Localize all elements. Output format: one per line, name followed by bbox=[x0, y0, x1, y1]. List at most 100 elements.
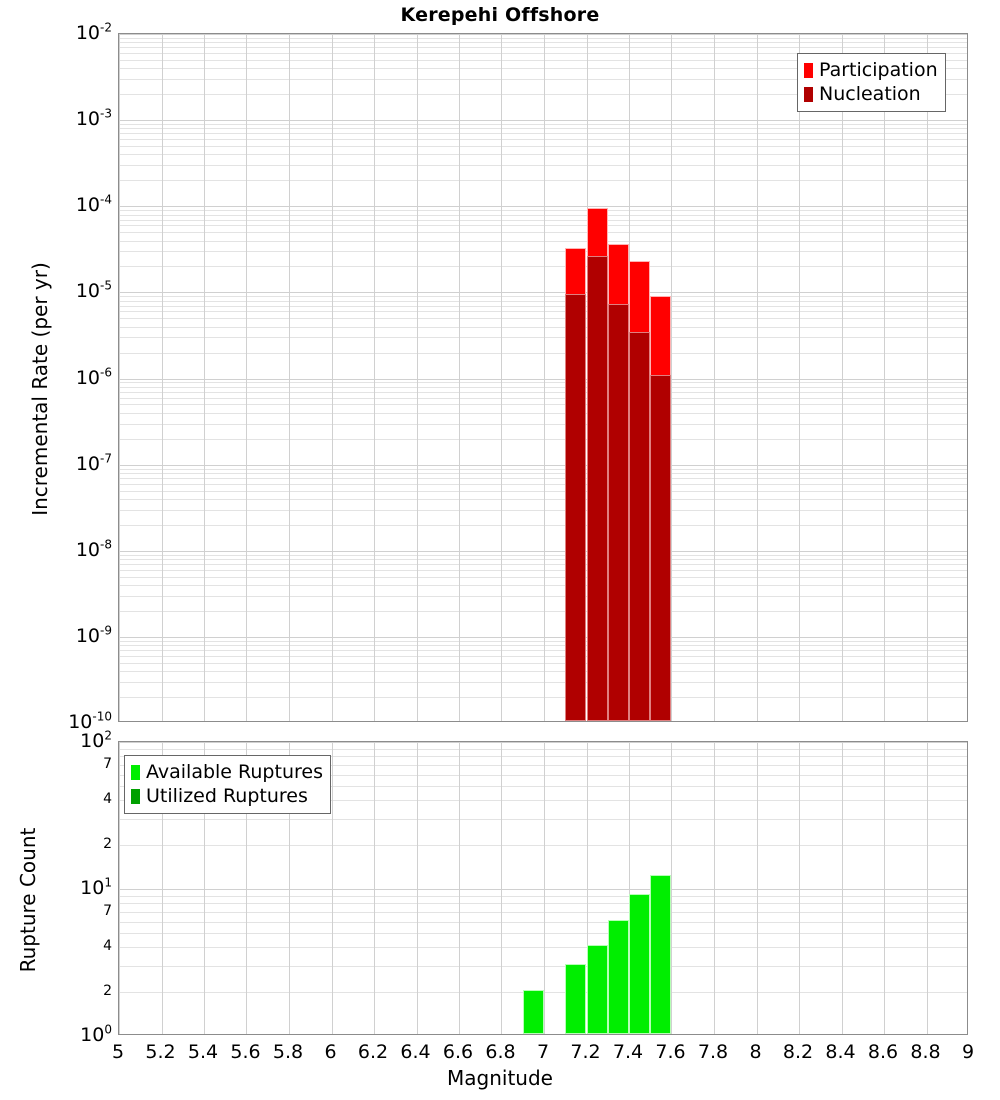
gridline-horizontal bbox=[119, 34, 967, 35]
gridline-vertical bbox=[587, 742, 588, 1034]
bar-available-ruptures bbox=[565, 964, 586, 1034]
legend-label-participation: Participation bbox=[819, 58, 938, 81]
gridline-horizontal bbox=[119, 551, 967, 552]
gridline-vertical bbox=[374, 742, 375, 1034]
gridline-vertical bbox=[757, 742, 758, 1034]
gridline-vertical bbox=[671, 34, 672, 721]
gridline-horizontal bbox=[119, 398, 967, 399]
y-tick-label: 100 bbox=[80, 1022, 112, 1046]
x-tick-label: 8.6 bbox=[867, 1041, 899, 1063]
participation-swatch-icon bbox=[804, 62, 813, 78]
gridline-horizontal bbox=[119, 611, 967, 612]
gridline-horizontal bbox=[119, 645, 967, 646]
legend-item-utilized-ruptures: Utilized Ruptures bbox=[131, 784, 323, 808]
y-tick-label: 10-4 bbox=[75, 192, 112, 217]
gridline-horizontal bbox=[119, 637, 967, 638]
y-tick-label: 4 bbox=[103, 791, 112, 808]
x-tick-label: 6.8 bbox=[485, 1041, 516, 1063]
gridline-vertical bbox=[842, 742, 843, 1034]
y-tick-label: 10-7 bbox=[75, 451, 112, 475]
gridline-vertical bbox=[246, 34, 247, 721]
incremental-rate-plot bbox=[118, 33, 968, 722]
gridline-vertical bbox=[884, 34, 885, 721]
bar-available-ruptures bbox=[608, 920, 629, 1034]
x-tick-label: 8.4 bbox=[825, 1041, 856, 1063]
gridline-horizontal bbox=[119, 206, 967, 207]
gridline-horizontal bbox=[119, 128, 967, 129]
y-tick-label: 2 bbox=[103, 982, 112, 999]
rupture-count-plot bbox=[118, 741, 968, 1035]
utilized-swatch-icon bbox=[131, 788, 140, 804]
gridline-horizontal bbox=[119, 912, 967, 913]
gridline-horizontal bbox=[119, 765, 967, 766]
y-tick-label: 2 bbox=[103, 835, 112, 852]
top-y-axis-title: Incremental Rate (per yr) bbox=[28, 262, 52, 516]
gridline-vertical bbox=[374, 34, 375, 721]
gridline-horizontal bbox=[119, 656, 967, 657]
gridline-vertical bbox=[714, 34, 715, 721]
bar-nucleation bbox=[629, 332, 650, 721]
gridline-horizontal bbox=[119, 478, 967, 479]
x-tick-label: 8 bbox=[749, 1041, 762, 1063]
x-tick-label: 7.2 bbox=[570, 1041, 601, 1063]
x-tick-label: 7 bbox=[536, 1041, 550, 1063]
gridline-vertical bbox=[204, 34, 205, 721]
y-tick-label: 10-6 bbox=[75, 365, 112, 389]
bar-nucleation bbox=[587, 256, 608, 721]
gridline-vertical bbox=[799, 742, 800, 1034]
gridline-horizontal bbox=[119, 922, 967, 923]
gridline-horizontal bbox=[119, 577, 967, 578]
gridline-horizontal bbox=[119, 387, 967, 388]
x-tick-label: 5 bbox=[111, 1041, 125, 1063]
gridline-vertical bbox=[289, 34, 290, 721]
gridline-horizontal bbox=[119, 301, 967, 302]
gridline-horizontal bbox=[119, 469, 967, 470]
gridline-vertical bbox=[417, 34, 418, 721]
gridline-horizontal bbox=[119, 220, 967, 221]
gridline-vertical bbox=[417, 742, 418, 1034]
gridline-vertical bbox=[119, 34, 120, 721]
gridline-vertical bbox=[544, 742, 545, 1034]
gridline-horizontal bbox=[119, 232, 967, 233]
x-tick-label: 6.2 bbox=[357, 1041, 389, 1063]
gridline-horizontal bbox=[119, 499, 967, 500]
gridline-vertical bbox=[332, 742, 333, 1034]
gridline-horizontal bbox=[119, 225, 967, 226]
gridline-horizontal bbox=[119, 47, 967, 48]
legend-label-utilized-ruptures: Utilized Ruptures bbox=[146, 784, 308, 807]
y-tick-label: 4 bbox=[103, 938, 112, 955]
gridline-vertical bbox=[714, 742, 715, 1034]
y-tick-label: 101 bbox=[80, 875, 112, 899]
gridline-horizontal bbox=[119, 133, 967, 134]
y-tick-label: 10-5 bbox=[75, 279, 112, 303]
gridline-horizontal bbox=[119, 266, 967, 267]
gridline-horizontal bbox=[119, 889, 967, 890]
gridline-horizontal bbox=[119, 671, 967, 672]
gridline-horizontal bbox=[119, 210, 967, 211]
gridline-horizontal bbox=[119, 641, 967, 642]
gridline-horizontal bbox=[119, 439, 967, 440]
gridline-horizontal bbox=[119, 53, 967, 54]
gridline-horizontal bbox=[119, 154, 967, 155]
gridline-vertical bbox=[629, 742, 630, 1034]
y-tick-label: 10-9 bbox=[75, 623, 112, 647]
gridline-horizontal bbox=[119, 682, 967, 683]
gridline-vertical bbox=[204, 742, 205, 1034]
gridline-horizontal bbox=[119, 424, 967, 425]
gridline-vertical bbox=[501, 34, 502, 721]
gridline-horizontal bbox=[119, 555, 967, 556]
gridline-horizontal bbox=[119, 68, 967, 69]
gridline-horizontal bbox=[119, 947, 967, 948]
gridline-horizontal bbox=[119, 819, 967, 820]
gridline-vertical bbox=[162, 34, 163, 721]
gridline-horizontal bbox=[119, 697, 967, 698]
gridline-vertical bbox=[757, 34, 758, 721]
gridline-horizontal bbox=[119, 353, 967, 354]
x-tick-label: 6.6 bbox=[442, 1041, 474, 1063]
gridline-vertical bbox=[671, 742, 672, 1034]
gridline-horizontal bbox=[119, 120, 967, 121]
gridline-horizontal bbox=[119, 585, 967, 586]
bar-nucleation bbox=[608, 304, 629, 721]
gridline-vertical bbox=[927, 34, 928, 721]
